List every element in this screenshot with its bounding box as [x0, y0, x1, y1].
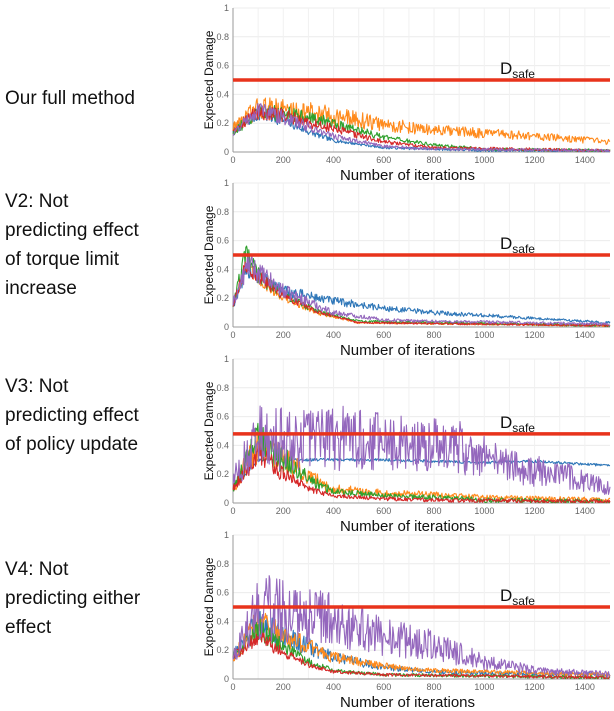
row-label: V4: Not predicting either effect — [5, 559, 141, 638]
row-full-method: Our full method 0 0.2 0.4 0.6 0.8 1 0 200 400 600… — [0, 0, 614, 185]
y-tick-label: 1 — [224, 530, 229, 540]
threshold-label: Dsafe — [500, 59, 535, 81]
y-tick-label: 0.8 — [216, 207, 229, 217]
chart-panel: 00.20.40.60.810 200 400 600 800 1000 1200 1400D… — [202, 354, 611, 535]
x-tick-label: 1200 — [525, 506, 545, 516]
x-tick-label: 0 — [230, 330, 235, 340]
x-tick-label: 1200 — [525, 682, 545, 692]
x-tick-label: 400 — [326, 330, 341, 340]
x-tick-label: 1000 — [474, 506, 494, 516]
x-tick-label: 200 — [276, 155, 291, 165]
x-tick-label: 0 — [230, 155, 235, 165]
x-axis-label: Number of iterations — [340, 167, 475, 184]
y-tick-label: 0.6 — [216, 236, 229, 246]
series-line-blue — [232, 263, 611, 325]
y-tick-label: 1 — [224, 354, 229, 364]
row-v3: V3: Not predicting effect of policy upda… — [0, 354, 614, 535]
y-tick-label: 0.2 — [216, 645, 229, 655]
row-v2: V2: Not predicting effect of torque limi… — [0, 178, 614, 360]
x-tick-label: 400 — [326, 506, 341, 516]
x-tick-label: 0 — [230, 682, 235, 692]
chart-panel: 0 0.2 0.4 0.6 0.8 1 0 200 400 600 800 1000 1200 1400 D… — [202, 3, 611, 184]
row-label: V3: Not predicting effect of policy upda… — [5, 376, 139, 455]
series-line-purple — [232, 405, 611, 495]
x-tick-label: 1400 — [575, 506, 595, 516]
series-line-green — [232, 422, 611, 504]
series-line-purple — [232, 254, 611, 326]
y-tick-label: 0.4 — [216, 264, 229, 274]
y-tick-label: 1 — [224, 178, 229, 188]
y-tick-label: 0.6 — [216, 61, 229, 71]
y-axis-label: Expected Damage — [202, 30, 216, 129]
x-tick-label: 1400 — [575, 155, 595, 165]
threshold-label: Dsafe — [500, 234, 535, 256]
row-label: V2: Not predicting effect of torque limi… — [5, 191, 139, 299]
chart-panel: 0 0.2 0.4 0.6 0.8 1 0 200 400 600 800 1000 1200 1400 D… — [202, 178, 611, 359]
x-tick-label: 1000 — [474, 682, 494, 692]
x-tick-label: 600 — [376, 506, 391, 516]
y-tick-label: 1 — [224, 3, 229, 13]
y-tick-label: 0.2 — [216, 469, 229, 479]
x-tick-label: 400 — [326, 155, 341, 165]
x-axis-label: Number of iterations — [340, 342, 475, 359]
x-tick-label: 600 — [376, 682, 391, 692]
series-line-purple — [232, 575, 611, 679]
y-tick-label: 0.6 — [216, 588, 229, 598]
y-tick-label: 0.8 — [216, 559, 229, 569]
y-tick-label: 0.4 — [216, 616, 229, 626]
x-tick-label: 200 — [276, 506, 291, 516]
y-axis-label: Expected Damage — [202, 557, 216, 656]
x-tick-label: 1200 — [525, 155, 545, 165]
x-tick-label: 1000 — [474, 155, 494, 165]
y-axis-label: Expected Damage — [202, 205, 216, 304]
series-line-red — [232, 442, 611, 504]
series-line-blue — [232, 457, 611, 490]
x-tick-label: 1400 — [575, 330, 595, 340]
x-tick-label: 800 — [427, 682, 442, 692]
chart-panel: 0 0.2 0.4 0.6 0.8 1 0 200 400 600 800 1000 1200 1400 D… — [202, 530, 611, 711]
y-tick-label: 0.4 — [216, 440, 229, 450]
x-tick-label: 800 — [427, 506, 442, 516]
y-tick-label: 0 — [224, 498, 229, 508]
y-tick-label: 0.6 — [216, 412, 229, 422]
y-tick-label: 0 — [224, 674, 229, 684]
series-line-red — [232, 632, 611, 680]
x-axis-label: Number of iterations — [340, 518, 475, 535]
series-line-orange — [232, 609, 611, 678]
y-tick-label: 0.8 — [216, 32, 229, 42]
y-tick-label: 0 — [224, 147, 229, 157]
x-tick-label: 1000 — [474, 330, 494, 340]
x-tick-label: 200 — [276, 330, 291, 340]
x-tick-label: 600 — [376, 330, 391, 340]
x-tick-label: 0 — [230, 506, 235, 516]
y-tick-label: 0.4 — [216, 89, 229, 99]
threshold-label: Dsafe — [500, 586, 535, 608]
row-label: Our full method — [5, 88, 135, 109]
x-tick-label: 1400 — [575, 682, 595, 692]
y-tick-label: 0.8 — [216, 383, 229, 393]
series-line-purple — [232, 103, 611, 153]
y-tick-label: 0.2 — [216, 118, 229, 128]
y-axis-label: Expected Damage — [202, 381, 216, 480]
row-v4: V4: Not predicting either effect 0 0.2 0.4… — [0, 530, 614, 711]
x-axis-label: Number of iterations — [340, 694, 475, 711]
y-tick-label: 0 — [224, 322, 229, 332]
x-tick-label: 800 — [427, 155, 442, 165]
x-tick-label: 400 — [326, 682, 341, 692]
x-tick-label: 1200 — [525, 330, 545, 340]
x-tick-label: 800 — [427, 330, 442, 340]
x-tick-label: 200 — [276, 682, 291, 692]
x-tick-label: 600 — [376, 155, 391, 165]
series-line-green — [232, 245, 611, 328]
y-tick-label: 0.2 — [216, 293, 229, 303]
